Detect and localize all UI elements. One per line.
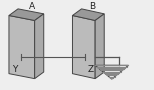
Polygon shape	[9, 15, 35, 79]
Polygon shape	[95, 14, 104, 79]
Text: A: A	[29, 2, 35, 11]
Text: Y: Y	[12, 65, 18, 74]
Polygon shape	[73, 9, 104, 21]
Text: Z: Z	[87, 65, 94, 74]
Polygon shape	[9, 9, 44, 21]
Polygon shape	[73, 15, 95, 79]
Polygon shape	[35, 14, 44, 79]
Text: B: B	[89, 2, 95, 11]
